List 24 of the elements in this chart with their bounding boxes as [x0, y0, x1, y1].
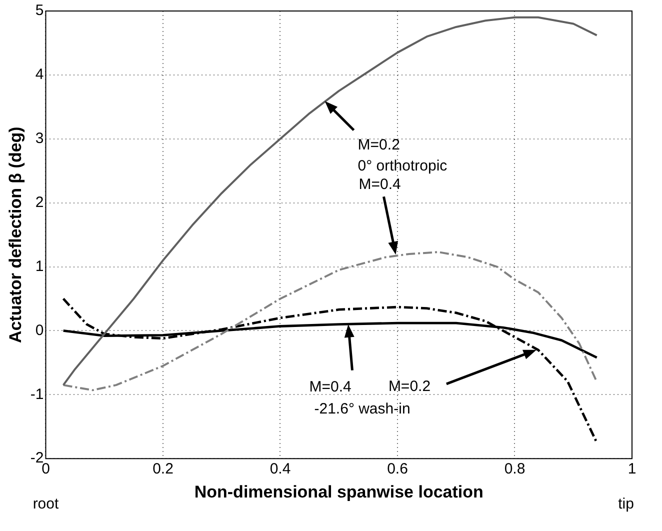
y-tick-label: 4	[35, 66, 44, 84]
annotation: M=0.4	[309, 378, 352, 396]
x-tick-label: 0.4	[270, 460, 291, 478]
text: tip	[618, 496, 634, 513]
annotation: M=0.2	[388, 378, 431, 396]
text: root	[32, 496, 60, 513]
x-tick-label: 1	[628, 460, 636, 478]
x-tick-label: 0.8	[504, 460, 526, 478]
y-axis-title: Actuator deflection β (deg)	[6, 126, 25, 343]
line-series	[62, 298, 598, 444]
y-tick-label: 1	[35, 258, 44, 275]
y-tick-label: 0	[35, 322, 44, 339]
y-tick-label: 2	[35, 194, 44, 211]
annotation: M=0.4	[358, 176, 401, 193]
x-tick-label: 0.2	[152, 460, 174, 478]
annotation: -21.6° wash-in	[314, 400, 410, 418]
y-tick-label: -1	[30, 386, 44, 403]
annotation: M=0.2	[358, 136, 400, 154]
y-tick-label: 5	[35, 2, 44, 20]
x-tick-label: 0.6	[387, 460, 408, 478]
y-tick-label: 3	[35, 130, 44, 148]
annotation: 0° orthotropic	[358, 157, 448, 174]
x-axis-title: Non-dimensional spanwise location	[194, 482, 484, 502]
line-series	[62, 251, 598, 392]
